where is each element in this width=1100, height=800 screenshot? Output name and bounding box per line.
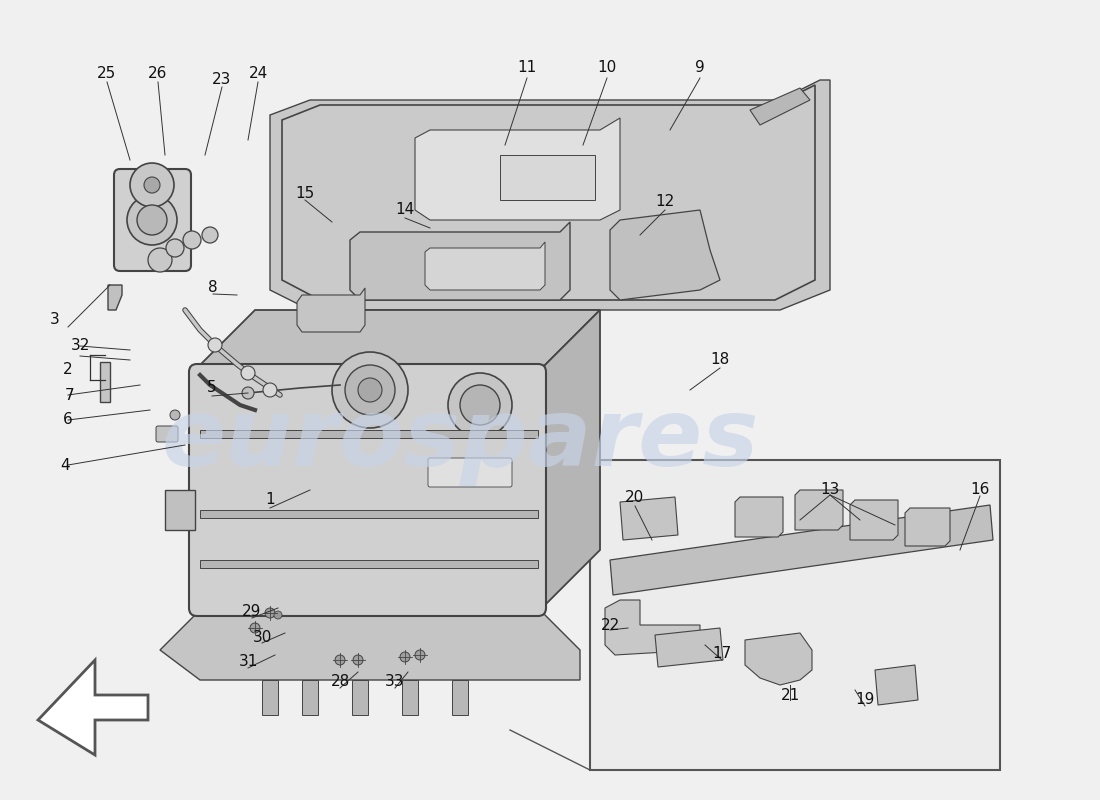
Polygon shape xyxy=(297,288,365,332)
Text: 11: 11 xyxy=(517,61,537,75)
Circle shape xyxy=(241,366,255,380)
Circle shape xyxy=(170,410,180,420)
Text: 6: 6 xyxy=(63,413,73,427)
Bar xyxy=(100,362,110,402)
Text: 5: 5 xyxy=(207,381,217,395)
Text: 4: 4 xyxy=(60,458,69,473)
FancyBboxPatch shape xyxy=(189,364,546,616)
Polygon shape xyxy=(610,505,993,595)
Text: 32: 32 xyxy=(70,338,90,354)
Circle shape xyxy=(208,338,222,352)
Text: 26: 26 xyxy=(148,66,167,81)
Polygon shape xyxy=(200,430,538,438)
Text: 10: 10 xyxy=(597,61,617,75)
Text: 16: 16 xyxy=(970,482,990,498)
Circle shape xyxy=(130,163,174,207)
Polygon shape xyxy=(605,600,700,655)
Circle shape xyxy=(265,608,275,618)
Polygon shape xyxy=(200,560,538,568)
Polygon shape xyxy=(302,680,318,715)
Polygon shape xyxy=(540,310,600,610)
Text: 2: 2 xyxy=(63,362,73,378)
Text: 19: 19 xyxy=(856,693,875,707)
Text: 23: 23 xyxy=(212,73,232,87)
Text: 15: 15 xyxy=(296,186,315,201)
Circle shape xyxy=(166,239,184,257)
Text: 33: 33 xyxy=(385,674,405,690)
Circle shape xyxy=(274,611,282,619)
Circle shape xyxy=(400,652,410,662)
Text: 20: 20 xyxy=(626,490,645,506)
Circle shape xyxy=(242,387,254,399)
Polygon shape xyxy=(39,660,148,755)
Text: 25: 25 xyxy=(98,66,117,81)
Circle shape xyxy=(202,227,218,243)
Text: 13: 13 xyxy=(821,482,839,498)
Polygon shape xyxy=(415,118,620,220)
Circle shape xyxy=(336,655,345,665)
Circle shape xyxy=(263,383,277,397)
Polygon shape xyxy=(195,310,600,370)
Text: 7: 7 xyxy=(65,387,75,402)
Text: 8: 8 xyxy=(208,279,218,294)
Polygon shape xyxy=(850,500,898,540)
Polygon shape xyxy=(282,85,815,300)
Circle shape xyxy=(332,352,408,428)
Polygon shape xyxy=(745,633,812,685)
Text: 9: 9 xyxy=(695,61,705,75)
Circle shape xyxy=(144,177,159,193)
Circle shape xyxy=(345,365,395,415)
Polygon shape xyxy=(195,370,540,610)
Polygon shape xyxy=(610,210,720,300)
Polygon shape xyxy=(402,680,418,715)
Circle shape xyxy=(138,205,167,235)
Text: 3: 3 xyxy=(51,313,59,327)
Circle shape xyxy=(448,373,512,437)
Text: 22: 22 xyxy=(601,618,619,633)
Polygon shape xyxy=(905,508,950,546)
Polygon shape xyxy=(200,510,538,518)
FancyBboxPatch shape xyxy=(114,169,191,271)
Text: 28: 28 xyxy=(330,674,350,690)
Text: 24: 24 xyxy=(249,66,267,81)
Text: 30: 30 xyxy=(252,630,272,645)
Polygon shape xyxy=(160,610,580,680)
Text: eurospares: eurospares xyxy=(162,394,759,486)
Circle shape xyxy=(250,623,260,633)
Polygon shape xyxy=(874,665,918,705)
Text: 14: 14 xyxy=(395,202,415,218)
Bar xyxy=(590,460,1000,770)
Text: 12: 12 xyxy=(656,194,674,210)
Polygon shape xyxy=(352,680,368,715)
Polygon shape xyxy=(500,155,595,200)
Polygon shape xyxy=(262,680,278,715)
Text: 31: 31 xyxy=(239,654,257,670)
Polygon shape xyxy=(620,497,678,540)
Circle shape xyxy=(183,231,201,249)
Text: 29: 29 xyxy=(242,605,262,619)
Polygon shape xyxy=(750,88,810,125)
FancyBboxPatch shape xyxy=(156,426,178,442)
Circle shape xyxy=(126,195,177,245)
Text: 1: 1 xyxy=(265,493,275,507)
Text: 21: 21 xyxy=(780,687,800,702)
Polygon shape xyxy=(350,222,570,300)
Polygon shape xyxy=(735,497,783,537)
Polygon shape xyxy=(108,285,122,310)
Circle shape xyxy=(460,385,500,425)
Polygon shape xyxy=(452,680,468,715)
Polygon shape xyxy=(165,490,195,530)
Circle shape xyxy=(358,378,382,402)
Polygon shape xyxy=(654,628,723,667)
FancyBboxPatch shape xyxy=(428,458,512,487)
Polygon shape xyxy=(270,80,830,310)
Text: 17: 17 xyxy=(713,646,732,661)
Circle shape xyxy=(415,650,425,660)
Polygon shape xyxy=(425,242,544,290)
Circle shape xyxy=(148,248,172,272)
Text: 18: 18 xyxy=(711,353,729,367)
Circle shape xyxy=(353,655,363,665)
Polygon shape xyxy=(795,490,843,530)
